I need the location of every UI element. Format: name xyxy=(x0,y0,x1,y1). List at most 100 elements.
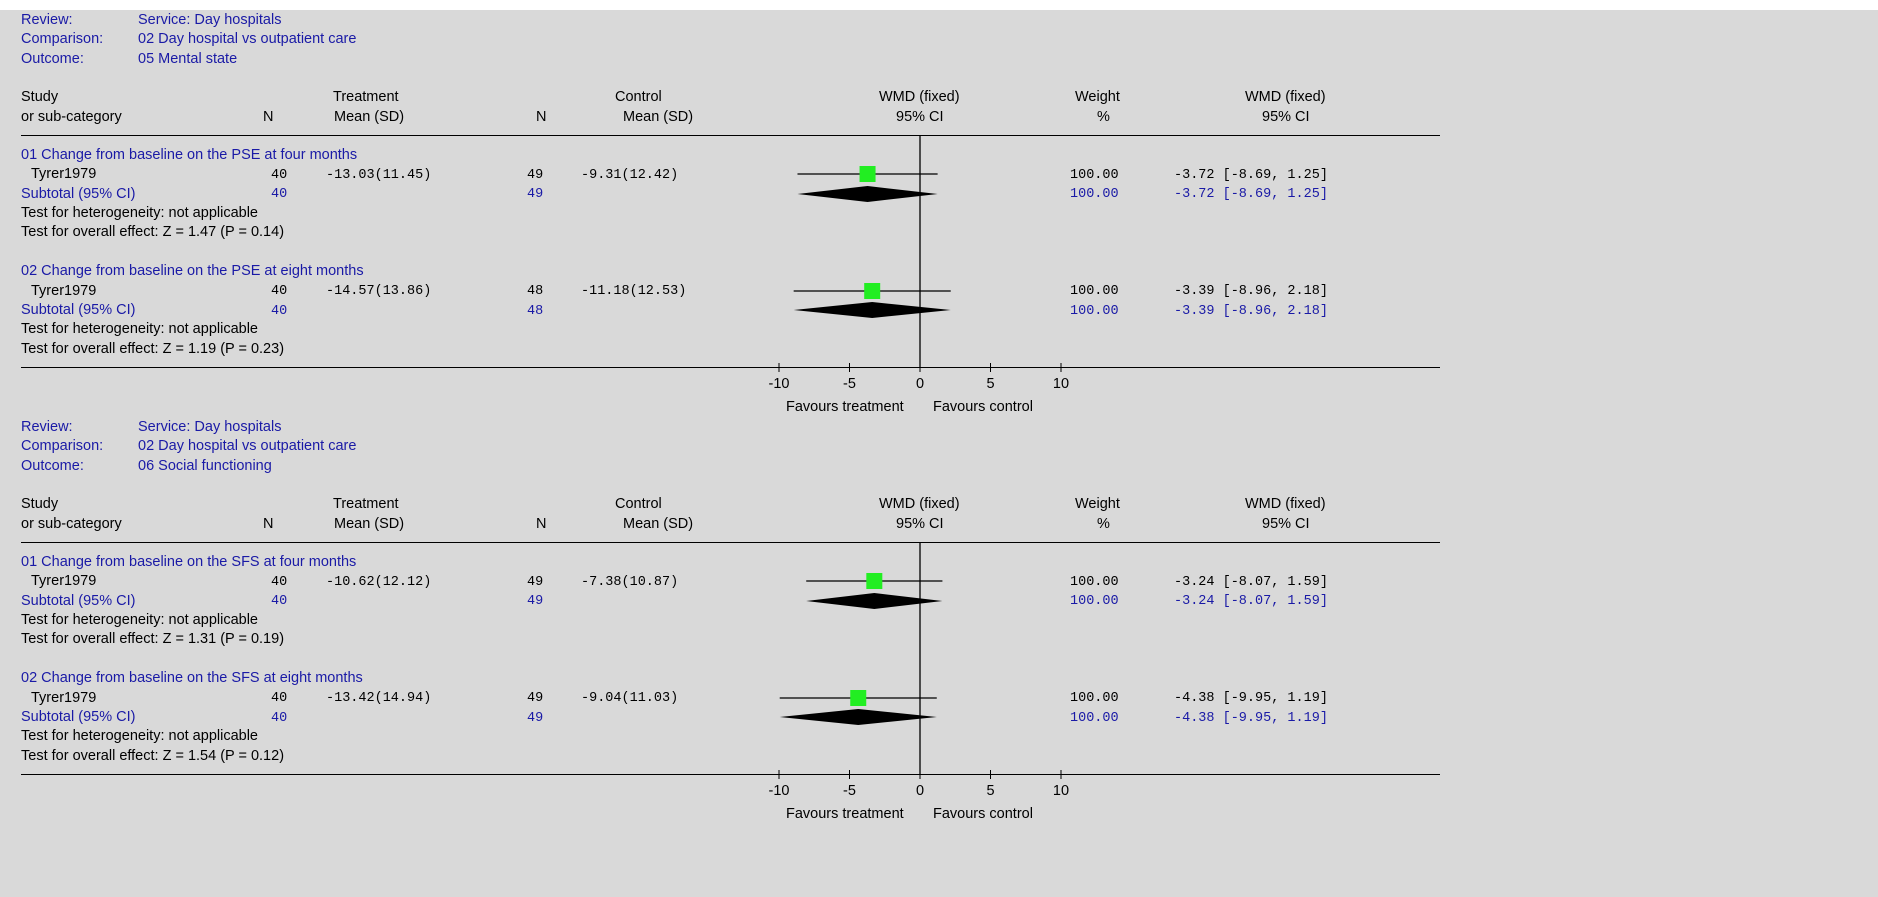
subtotal-diamond xyxy=(806,593,943,609)
study-weight: 100.00 xyxy=(1070,575,1119,590)
study-n-control: 49 xyxy=(527,575,544,590)
footer-rule xyxy=(21,774,1440,775)
study-estimate-square xyxy=(864,283,881,299)
col-header-weight: Weight xyxy=(1075,89,1120,105)
subtotal-weight: 100.00 xyxy=(1070,594,1119,609)
forest-plot-graphic: -10 -5 0 5 10 xyxy=(769,136,1069,392)
col-header-n-control: N xyxy=(536,109,547,125)
subtotal-diamond xyxy=(779,709,937,725)
subtotal-weight: 100.00 xyxy=(1070,304,1119,319)
study-estimate-square xyxy=(866,573,883,589)
review-label: Review: xyxy=(21,12,73,28)
x-axis-tick-label: 0 xyxy=(916,376,924,392)
study-mean-sd-treatment: -13.03(11.45) xyxy=(326,168,432,183)
x-axis-tick-label: 5 xyxy=(986,376,994,392)
col-header-study-sub: or sub-category xyxy=(21,516,122,532)
outcome-value: 06 Social functioning xyxy=(138,458,272,474)
overall-effect-test: Test for overall effect: Z = 1.19 (P = 0… xyxy=(21,341,285,357)
group-title: 02 Change from baseline on the SFS at ei… xyxy=(21,670,363,686)
subtotal-diamond xyxy=(793,302,951,318)
col-header-wmd-sub: 95% CI xyxy=(1262,109,1310,125)
study-mean-sd-treatment: -13.42(14.94) xyxy=(326,691,432,706)
forest-plot-social-functioning: Review: Service: Day hospitals Compariso… xyxy=(0,417,1878,824)
study-weight: 100.00 xyxy=(1070,284,1119,299)
study-name: Tyrer1979 xyxy=(31,283,97,299)
col-header-control: Control xyxy=(615,496,662,512)
col-header-control-sub: Mean (SD) xyxy=(623,516,694,532)
subtotal-n-treatment: 40 xyxy=(271,594,288,609)
col-header-n-treatment: N xyxy=(263,516,274,532)
col-header-study: Study xyxy=(21,496,59,512)
subtotal-wmd-ci: -3.39 [-8.96, 2.18] xyxy=(1174,304,1328,319)
x-axis-tick-label: 5 xyxy=(986,783,994,799)
study-mean-sd-control: -11.18(12.53) xyxy=(581,284,687,299)
forest-plot-graphic: -10 -5 0 5 10 xyxy=(769,543,1069,799)
study-weight: 100.00 xyxy=(1070,168,1119,183)
study-n-treatment: 40 xyxy=(271,284,288,299)
subtotal-weight: 100.00 xyxy=(1070,711,1119,726)
forest-plot-canvas: Review: Service: Day hospitals Compariso… xyxy=(0,10,1878,897)
heterogeneity-test: Test for heterogeneity: not applicable xyxy=(21,205,258,221)
header-rule xyxy=(21,135,1440,136)
outcome-label: Outcome: xyxy=(21,51,84,67)
subtotal-label: Subtotal (95% CI) xyxy=(21,593,136,609)
col-header-n-control: N xyxy=(536,516,547,532)
group-title: 02 Change from baseline on the PSE at ei… xyxy=(21,263,364,279)
study-estimate-square xyxy=(859,166,876,182)
study-n-treatment: 40 xyxy=(271,575,288,590)
subtotal-wmd-ci: -3.24 [-8.07, 1.59] xyxy=(1174,594,1328,609)
col-header-wmd: WMD (fixed) xyxy=(1245,89,1326,105)
subtotal-label: Subtotal (95% CI) xyxy=(21,709,136,725)
review-value: Service: Day hospitals xyxy=(138,419,282,435)
review-label: Review: xyxy=(21,419,73,435)
study-name: Tyrer1979 xyxy=(31,166,97,182)
study-mean-sd-control: -9.04(11.03) xyxy=(581,691,679,706)
comparison-label: Comparison: xyxy=(21,31,104,47)
x-axis-tick-label: 10 xyxy=(1053,783,1069,799)
subtotal-label: Subtotal (95% CI) xyxy=(21,186,136,202)
x-axis-tick-label: 0 xyxy=(916,783,924,799)
study-n-treatment: 40 xyxy=(271,168,288,183)
outcome-label: Outcome: xyxy=(21,458,84,474)
subtotal-n-treatment: 40 xyxy=(271,711,288,726)
favours-control-label: Favours control xyxy=(933,806,1033,822)
study-wmd-ci: -3.72 [-8.69, 1.25] xyxy=(1174,168,1328,183)
group-title: 01 Change from baseline on the PSE at fo… xyxy=(21,147,358,163)
col-header-n-treatment: N xyxy=(263,109,274,125)
subtotal-diamond xyxy=(797,186,938,202)
study-mean-sd-control: -7.38(10.87) xyxy=(581,575,679,590)
group-title: 01 Change from baseline on the SFS at fo… xyxy=(21,554,357,570)
favours-control-label: Favours control xyxy=(933,399,1033,415)
subtotal-weight: 100.00 xyxy=(1070,187,1119,202)
study-wmd-ci: -3.24 [-8.07, 1.59] xyxy=(1174,575,1328,590)
subtotal-wmd-ci: -3.72 [-8.69, 1.25] xyxy=(1174,187,1328,202)
subtotal-wmd-ci: -4.38 [-9.95, 1.19] xyxy=(1174,711,1328,726)
col-header-treatment-sub: Mean (SD) xyxy=(334,109,405,125)
subtotal-label: Subtotal (95% CI) xyxy=(21,302,136,318)
col-header-weight-sub: % xyxy=(1097,109,1110,125)
overall-effect-test: Test for overall effect: Z = 1.47 (P = 0… xyxy=(21,224,285,240)
subtotal-n-treatment: 40 xyxy=(271,187,288,202)
study-name: Tyrer1979 xyxy=(31,690,97,706)
col-header-treatment: Treatment xyxy=(333,89,399,105)
col-header-wmd: WMD (fixed) xyxy=(1245,496,1326,512)
forest-plot-mental-state: Review: Service: Day hospitals Compariso… xyxy=(0,10,1878,417)
subtotal-n-control: 48 xyxy=(527,304,544,319)
comparison-value: 02 Day hospital vs outpatient care xyxy=(138,438,357,454)
outcome-value: 05 Mental state xyxy=(138,51,238,67)
subtotal-n-control: 49 xyxy=(527,187,544,202)
study-n-control: 49 xyxy=(527,168,544,183)
col-header-plot: WMD (fixed) xyxy=(879,496,960,512)
col-header-control: Control xyxy=(615,89,662,105)
x-axis-tick-label: 10 xyxy=(1053,376,1069,392)
footer-rule xyxy=(21,367,1440,368)
col-header-weight: Weight xyxy=(1075,496,1120,512)
study-n-treatment: 40 xyxy=(271,691,288,706)
col-header-treatment-sub: Mean (SD) xyxy=(334,516,405,532)
favours-treatment-label: Favours treatment xyxy=(786,399,904,415)
col-header-study-sub: or sub-category xyxy=(21,109,122,125)
x-axis-tick-label: -5 xyxy=(843,783,856,799)
x-axis-tick-label: -10 xyxy=(769,783,790,799)
study-mean-sd-control: -9.31(12.42) xyxy=(581,168,679,183)
x-axis-tick-label: -10 xyxy=(769,376,790,392)
